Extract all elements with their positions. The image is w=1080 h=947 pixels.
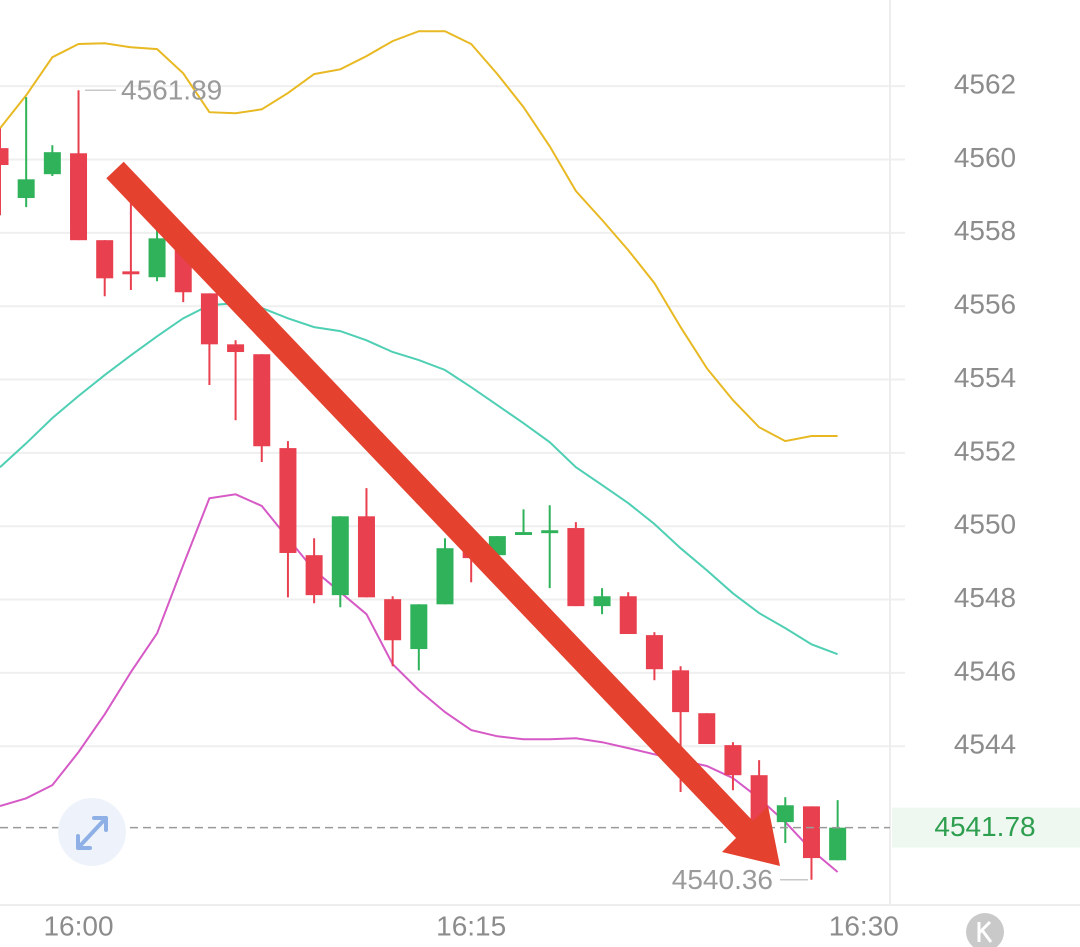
candle-body xyxy=(0,148,9,166)
candle-body xyxy=(645,635,663,670)
annotations: 4561.89 4540.36 4541.78 xyxy=(0,75,1080,895)
y-tick-label: 4552 xyxy=(954,435,1016,466)
expand-icon-glyph[interactable] xyxy=(76,816,108,850)
candle-body xyxy=(200,293,218,345)
y-tick-label: 4556 xyxy=(954,289,1016,320)
candle-body xyxy=(305,555,323,596)
candle-body xyxy=(410,604,428,650)
trend-arrow-shaft xyxy=(106,161,754,839)
x-tick-label: 16:15 xyxy=(436,910,506,941)
x-tick-label: 16:00 xyxy=(43,910,113,941)
y-tick-label: 4554 xyxy=(954,362,1016,393)
x-tick-label: 16:30 xyxy=(829,910,899,941)
candle-body xyxy=(227,344,245,353)
trend-arrow-head xyxy=(722,806,780,866)
candle-body xyxy=(253,354,271,447)
candle-body xyxy=(515,532,533,536)
candle-body xyxy=(43,152,61,175)
candle-body xyxy=(279,448,297,553)
k-button-glyph[interactable] xyxy=(977,920,993,943)
candle-body xyxy=(802,806,820,859)
y-tick-label: 4546 xyxy=(954,655,1016,686)
candle-body xyxy=(567,528,585,607)
candle-body xyxy=(331,516,349,596)
candle-body xyxy=(17,179,35,199)
candle-body xyxy=(829,827,847,861)
candle-body xyxy=(672,670,690,713)
candle-body xyxy=(357,516,375,598)
candle-body xyxy=(436,548,454,605)
last-price-box xyxy=(892,807,1080,848)
k-button[interactable] xyxy=(966,913,1004,947)
candles xyxy=(0,90,847,880)
candle-body xyxy=(619,596,637,635)
y-tick-label: 4560 xyxy=(954,142,1016,173)
candle-body xyxy=(96,240,114,279)
y-tick-label: 4548 xyxy=(954,582,1016,613)
last-price-label: 4541.78 xyxy=(934,811,1035,842)
y-tick-label: 4550 xyxy=(954,509,1016,540)
candle-body xyxy=(148,238,166,278)
candle-body xyxy=(593,596,611,607)
candle-body xyxy=(384,599,402,641)
candle-body xyxy=(541,530,559,534)
band-line xyxy=(0,493,839,873)
y-tick-label: 4562 xyxy=(954,69,1016,100)
band-line xyxy=(0,30,838,443)
low-label: 4540.36 xyxy=(672,864,773,895)
k-button-bg[interactable] xyxy=(966,913,1004,947)
trend-arrow xyxy=(106,161,780,866)
candle-body xyxy=(122,271,140,275)
high-label: 4561.89 xyxy=(121,75,222,106)
y-tick-label: 4544 xyxy=(954,729,1016,760)
expand-icon[interactable] xyxy=(58,798,126,866)
y-tick-label: 4558 xyxy=(954,215,1016,246)
candle-body xyxy=(750,775,768,823)
band-line xyxy=(0,302,838,656)
candle-body xyxy=(70,153,88,241)
candle-body xyxy=(776,805,794,823)
candle-body xyxy=(698,713,716,745)
candle-body xyxy=(724,745,742,776)
